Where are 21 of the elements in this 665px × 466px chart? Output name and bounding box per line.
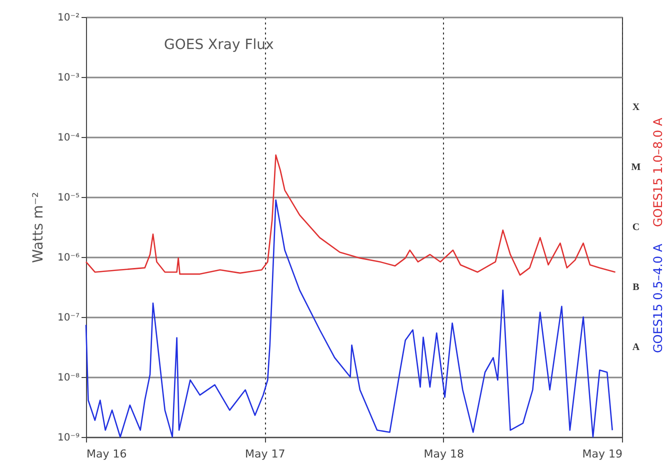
y-axis-title: Watts m⁻² [30,192,46,263]
text: X [632,102,640,113]
x-tick-label: May 16 [86,448,127,460]
y-tick-label: 10⁻⁴ [57,132,80,144]
x-tick-label: May 17 [245,448,286,460]
text: M [631,162,642,173]
y-tick-label: 10⁻⁹ [57,432,80,444]
x-tick-label: May 19 [582,448,622,460]
text: A [632,342,640,353]
text: B [632,282,640,293]
y-tick-label: 10⁻⁸ [57,372,80,384]
y-tick-label: 10⁻⁶ [57,252,80,264]
y-tick-label: 10⁻³ [57,72,80,84]
text: GOES Xray Flux [164,37,274,53]
text: GOES15 1.0–8.0 A [651,117,665,228]
y-tick-label: 10⁻⁷ [57,312,80,324]
text: C [632,222,640,233]
y-tick-label: 10⁻⁵ [57,192,80,204]
x-tick-label: May 18 [424,448,464,460]
y-tick-label: 10⁻² [57,12,80,24]
text: GOES15 0.5–4.0 A [651,243,665,354]
